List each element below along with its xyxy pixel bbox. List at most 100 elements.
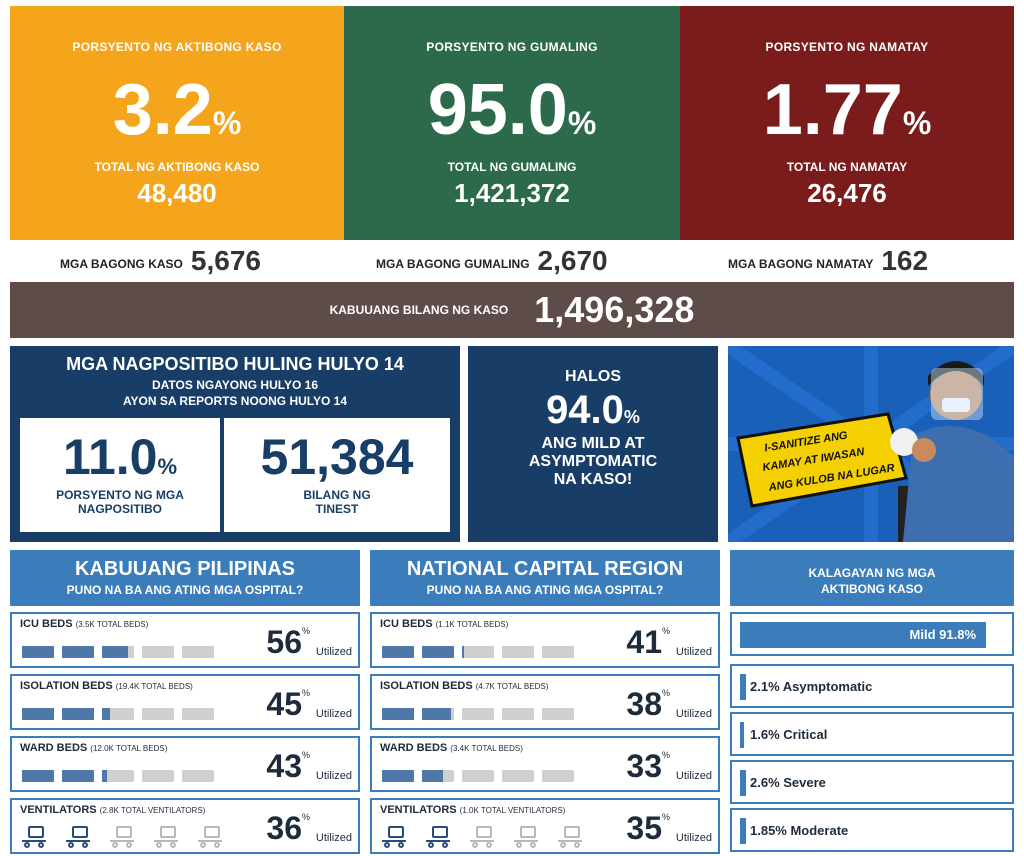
mild-value: 94.0% [546,388,640,432]
bed-icon [142,640,174,660]
ncr-ward-beds-card: WARD BEDS (3.4K TOTAL BEDS) 33% Utilized [370,736,720,792]
deaths-total-value: 26,476 [807,178,887,208]
ph-isolation-beds-card: ISOLATION BEDS (19.4K TOTAL BEDS) 45% Util… [10,674,360,730]
bed-icon [422,640,454,660]
positivity-rate-label2: NAGPOSITIBO [77,502,162,516]
percent-symbol: % [661,750,670,760]
percent-symbol: % [301,750,310,760]
ventilator-icon [22,826,48,848]
mild-line3: ASYMPTOMATIC [528,453,658,470]
new-cases-value: 5,676 [190,245,261,276]
ph-header: KABUUANG PILIPINAS PUNO NA BA ANG ATING … [10,550,360,606]
percent-symbol: % [301,812,310,822]
status-mild-bar [740,622,986,648]
bed-icon [502,764,534,784]
utilization-icons [22,702,214,722]
ventilator-icon [426,826,452,848]
bed-icon [542,640,574,660]
bed-icon [462,640,494,660]
bed-icon [422,702,454,722]
positivity-sub2: AYON SA REPORTS NOONG HULYO 14 [122,394,348,408]
status-moderate-text: 1.85% Moderate [750,823,849,838]
utilization-icons [382,702,574,722]
utilization-percent: 56 [266,624,302,660]
percent-symbol: % [661,626,670,636]
ventilator-icon [110,826,136,848]
recovered-card: PORSYENTO NG GUMALING 95.0% TOTAL NG GUM… [344,6,680,240]
utilization-percent: 45 [266,686,302,722]
new-recovered-value: 2,670 [537,245,608,276]
bed-icon [422,764,454,784]
positivity-rate-label1: PORSYENTO NG MGA [56,488,184,502]
recovered-percent-value: 95.0% [427,70,597,150]
utilization-percent: 36 [266,810,302,846]
active-total-label: TOTAL NG AKTIBONG KASO [94,160,260,174]
bed-icon [22,702,54,722]
percent-symbol: % [661,812,670,822]
percent-symbol: % [301,626,310,636]
positivity-sub1: DATOS NGAYONG HULYO 16 [151,378,319,392]
ventilator-icon [382,826,408,848]
utilization-icons [22,640,214,660]
status-critical-bar [740,722,744,748]
utilized-label: Utilized [315,832,352,844]
utilization-percent: 33 [626,748,662,784]
bed-icon [382,640,414,660]
bed-label: VENTILATORS (2.8K TOTAL VENTILATORS) [20,804,206,816]
bed-icon [102,640,134,660]
utilization-icons [382,826,594,848]
bed-icon [22,764,54,784]
status-asymptomatic-bar [740,674,746,700]
status-asymptomatic-text: 2.1% Asymptomatic [750,679,873,694]
total-cases-bar: KABUUANG BILANG NG KASO 1,496,328 [10,282,1014,338]
bed-label: WARD BEDS (12.0K TOTAL BEDS) [20,742,168,754]
bed-icon [22,640,54,660]
status-header: KALAGAYAN NG MGA AKTIBONG KASO [730,550,1014,606]
new-recovered: MGA BAGONG GUMALING 2,670 [376,244,608,278]
mild-line2: ANG MILD AT [541,435,645,452]
bed-icon [102,702,134,722]
status-critical: 1.6% Critical [730,712,1014,756]
ph-ventilators-card: VENTILATORS (2.8K TOTAL VENTILATORS) 36% U… [10,798,360,854]
utilized-label: Utilized [315,646,352,658]
utilized-label: Utilized [675,770,712,782]
bed-icon [382,702,414,722]
new-cases-label: MGA BAGONG KASO [60,257,183,271]
positivity-title: MGA NAGPOSITIBO HULING HULYO 14 [66,354,404,374]
bed-icon [182,764,214,784]
status-asymptomatic: 2.1% Asymptomatic [730,664,1014,708]
bed-icon [62,702,94,722]
bed-label: ICU BEDS (3.5K TOTAL BEDS) [20,618,149,630]
status-title1: KALAGAYAN NG MGA [808,566,936,580]
ncr-isolation-beds-card: ISOLATION BEDS (4.7K TOTAL BEDS) 38% Utili… [370,674,720,730]
utilized-label: Utilized [315,770,352,782]
ventilator-icon [514,826,540,848]
percent-symbol: % [661,688,670,698]
bed-label: ISOLATION BEDS (19.4K TOTAL BEDS) [20,680,193,692]
active-total-value: 48,480 [137,178,217,208]
bed-icon [142,764,174,784]
new-recovered-label: MGA BAGONG GUMALING [376,257,530,271]
deaths-card: PORSYENTO NG NAMATAY 1.77% TOTAL NG NAMA… [680,6,1014,240]
deaths-total-label: TOTAL NG NAMATAY [786,160,908,174]
utilization-percent: 38 [626,686,662,722]
status-moderate-bar [740,818,746,844]
bed-icon [462,702,494,722]
ventilator-icon [66,826,92,848]
bed-label: WARD BEDS (3.4K TOTAL BEDS) [380,742,523,754]
bed-icon [182,702,214,722]
recovered-percent-label: PORSYENTO NG GUMALING [426,40,598,54]
total-cases-value: 1,496,328 [534,289,695,330]
bed-icon [102,764,134,784]
utilization-percent: 43 [266,748,302,784]
deaths-percent-value: 1.77% [762,70,932,150]
status-critical-text: 1.6% Critical [750,727,828,742]
utilized-label: Utilized [315,708,352,720]
utilized-label: Utilized [675,832,712,844]
recovered-total-value: 1,421,372 [454,178,570,208]
ventilator-icon [558,826,584,848]
new-cases: MGA BAGONG KASO 5,676 [60,244,261,278]
status-severe: 2.6% Severe [730,760,1014,804]
status-mild-text: Mild 91.8% [909,627,976,642]
ncr-title: NATIONAL CAPITAL REGION [406,558,684,580]
